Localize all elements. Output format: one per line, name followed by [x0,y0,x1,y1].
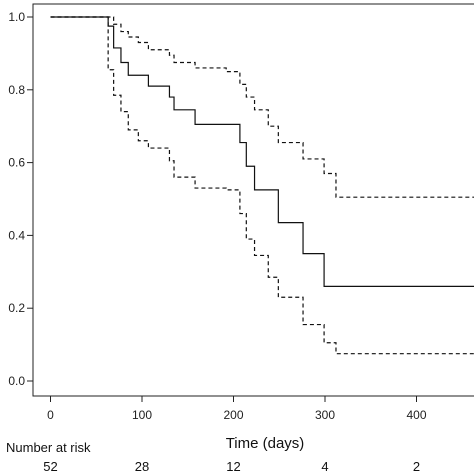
y-tick-label: 1.0 [8,10,25,24]
risk-count: 2 [413,459,420,474]
upper-confidence-line [50,16,474,198]
x-axis-title: Time (days) [226,435,305,452]
x-tick-label: 100 [132,408,152,422]
x-tick-label: 300 [315,408,335,422]
axes: 0.0 0.2 0.4 0.6 0.8 1.0 0 100 200 300 400 [8,3,474,422]
x-tick-label: 200 [223,408,243,422]
lower-confidence-line [50,16,474,355]
y-tick-label: 0.6 [8,156,25,170]
risk-table-label: Number at risk [6,440,91,455]
plot-lines [50,16,474,355]
y-tick-label: 0.8 [8,83,25,97]
risk-count: 12 [226,459,240,474]
x-tick-label: 400 [406,408,426,422]
y-tick-label: 0.2 [8,301,25,315]
risk-count: 52 [43,459,57,474]
x-tick-label: 0 [47,408,54,422]
y-tick-label: 0.4 [8,228,25,242]
y-tick-label: 0.0 [8,374,25,388]
survival-line [50,16,474,287]
risk-count: 28 [135,459,149,474]
risk-count: 4 [321,459,328,474]
risk-table: 52 28 12 4 2 [43,459,420,474]
plot-frame [32,3,474,397]
